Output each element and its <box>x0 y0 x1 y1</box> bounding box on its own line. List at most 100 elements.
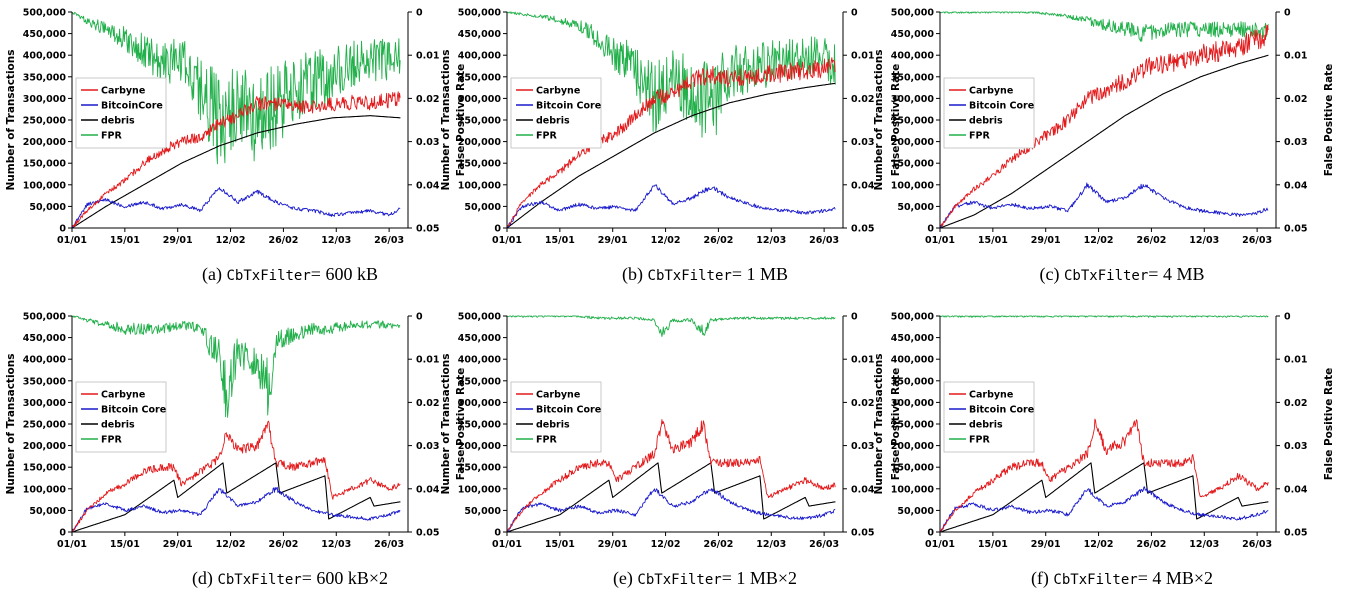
x-tick-label: 26/03 <box>374 539 404 550</box>
y-tick-label: 300,000 <box>458 398 502 409</box>
y-tick-label: 400,000 <box>891 51 935 62</box>
y-tick-label: 50,000 <box>29 202 66 213</box>
series-line-bitcoin-core <box>71 486 401 533</box>
x-tick-label: 12/02 <box>651 539 681 550</box>
legend: Carbyne Bitcoin Core debris FPR <box>510 381 602 453</box>
x-tick-label: 26/02 <box>703 539 733 550</box>
y-axis-label: Number of Transactions <box>440 354 452 495</box>
legend-entry: Bitcoin Core <box>536 405 601 416</box>
y-tick-label: 400,000 <box>23 51 67 62</box>
x-tick-label: 12/03 <box>1189 235 1219 246</box>
x-tick-label: 26/03 <box>374 235 404 246</box>
x-tick-label: 12/02 <box>1084 235 1114 246</box>
caption-f: (f) CbTxFilter= 4 MB×2 <box>922 568 1322 589</box>
legend: Carbyne Bitcoin Core debris FPR <box>510 77 602 149</box>
x-tick-label: 15/01 <box>545 539 575 550</box>
series-line-fpr <box>506 315 836 337</box>
legend: Carbyne BitcoinCore debris FPR <box>75 77 167 149</box>
y-tick-label: 350,000 <box>23 72 67 83</box>
y2-tick-label: 0.03 <box>1284 137 1307 148</box>
chart-c: 500,000 450,000 400,000 350,000 300,000 250,0… <box>873 8 1335 247</box>
y-tick-label: 300,000 <box>23 94 67 105</box>
y-tick-label: 50,000 <box>29 506 66 517</box>
y-tick-label: 250,000 <box>23 116 67 127</box>
x-tick-label: 01/01 <box>492 539 522 550</box>
caption-prefix: (d) <box>191 568 213 588</box>
y-tick-label: 0 <box>927 528 934 539</box>
series-line-debris <box>939 462 1269 533</box>
y-tick-label: 450,000 <box>458 333 502 344</box>
y2-axis-label: False Positive Rate <box>455 368 467 481</box>
legend-entry: Bitcoin Core <box>101 405 166 416</box>
legend-entry: Carbyne <box>536 86 580 97</box>
series-line-bitcoin-core <box>939 486 1269 533</box>
x-tick-label: 29/01 <box>163 539 193 550</box>
x-tick-label: 29/01 <box>598 235 628 246</box>
series-line-bitcoin-core <box>939 182 1269 229</box>
series-line-fpr <box>71 315 401 418</box>
y2-tick-label: 0.04 <box>851 484 875 495</box>
legend-entry: FPR <box>969 435 990 446</box>
y-tick-label: 50,000 <box>464 202 501 213</box>
y-tick-label: 300,000 <box>891 94 935 105</box>
x-tick-label: 26/02 <box>268 539 298 550</box>
y-tick-label: 0 <box>59 224 66 235</box>
y-tick-label: 450,000 <box>891 29 935 40</box>
y-tick-label: 450,000 <box>891 333 935 344</box>
series-line-fpr <box>71 11 401 165</box>
y-tick-label: 50,000 <box>464 506 501 517</box>
legend-entry: debris <box>101 420 135 431</box>
y2-tick-label: 0.04 <box>416 484 440 495</box>
caption-prefix: (a) <box>202 264 222 284</box>
caption-code: CbTxFilter <box>1064 268 1149 284</box>
caption-c: (c) CbTxFilter= 4 MB <box>922 264 1322 285</box>
legend-entry: Carbyne <box>536 390 580 401</box>
y-tick-label: 150,000 <box>891 159 935 170</box>
legend-entry: debris <box>969 420 1003 431</box>
y-tick-label: 250,000 <box>458 116 502 127</box>
y-tick-label: 250,000 <box>23 420 67 431</box>
legend: Carbyne Bitcoin Core debris FPR <box>943 77 1035 149</box>
y-axis-label: Number of Transactions <box>873 50 885 191</box>
x-tick-label: 29/01 <box>1031 235 1061 246</box>
series-line-carbyne <box>72 420 401 533</box>
x-tick-label: 01/01 <box>492 235 522 246</box>
y2-tick-label: 0.02 <box>416 94 439 105</box>
y-tick-label: 350,000 <box>458 376 502 387</box>
y2-tick-label: 0.02 <box>1284 94 1307 105</box>
caption-value: = 4 MB×2 <box>1137 568 1214 588</box>
legend-entry: FPR <box>101 435 122 446</box>
caption-b: (b) CbTxFilter= 1 MB <box>505 264 905 285</box>
y2-tick-label: 0 <box>851 8 858 19</box>
y2-tick-label: 0 <box>851 312 858 323</box>
y2-tick-label: 0.05 <box>416 224 439 235</box>
y-tick-label: 300,000 <box>23 398 67 409</box>
y-tick-label: 300,000 <box>891 398 935 409</box>
caption-code: CbTxFilter <box>226 268 311 284</box>
series-line-carbyne <box>940 418 1269 533</box>
y-tick-label: 200,000 <box>458 137 502 148</box>
x-tick-label: 26/02 <box>1136 539 1166 550</box>
x-tick-label: 29/01 <box>1031 539 1061 550</box>
caption-code: CbTxFilter <box>217 572 302 588</box>
y2-tick-label: 0.03 <box>416 137 439 148</box>
y2-tick-label: 0.02 <box>851 398 874 409</box>
x-tick-label: 01/01 <box>57 539 87 550</box>
y-tick-label: 250,000 <box>458 420 502 431</box>
legend-entry: Bitcoin Core <box>536 101 601 112</box>
y-tick-label: 350,000 <box>891 72 935 83</box>
series-line-debris <box>71 115 401 229</box>
y-tick-label: 0 <box>494 528 501 539</box>
y-tick-label: 500,000 <box>23 312 67 323</box>
legend-entry: Carbyne <box>101 86 145 97</box>
legend-entry: BitcoinCore <box>101 101 163 112</box>
y2-tick-label: 0.03 <box>416 441 439 452</box>
x-tick-label: 01/01 <box>925 539 955 550</box>
x-tick-label: 01/01 <box>57 235 87 246</box>
y-tick-label: 300,000 <box>458 94 502 105</box>
y-tick-label: 500,000 <box>458 312 502 323</box>
x-tick-label: 12/03 <box>756 539 786 550</box>
y2-tick-label: 0.01 <box>1284 355 1307 366</box>
y-tick-label: 200,000 <box>458 441 502 452</box>
y-tick-label: 350,000 <box>458 72 502 83</box>
